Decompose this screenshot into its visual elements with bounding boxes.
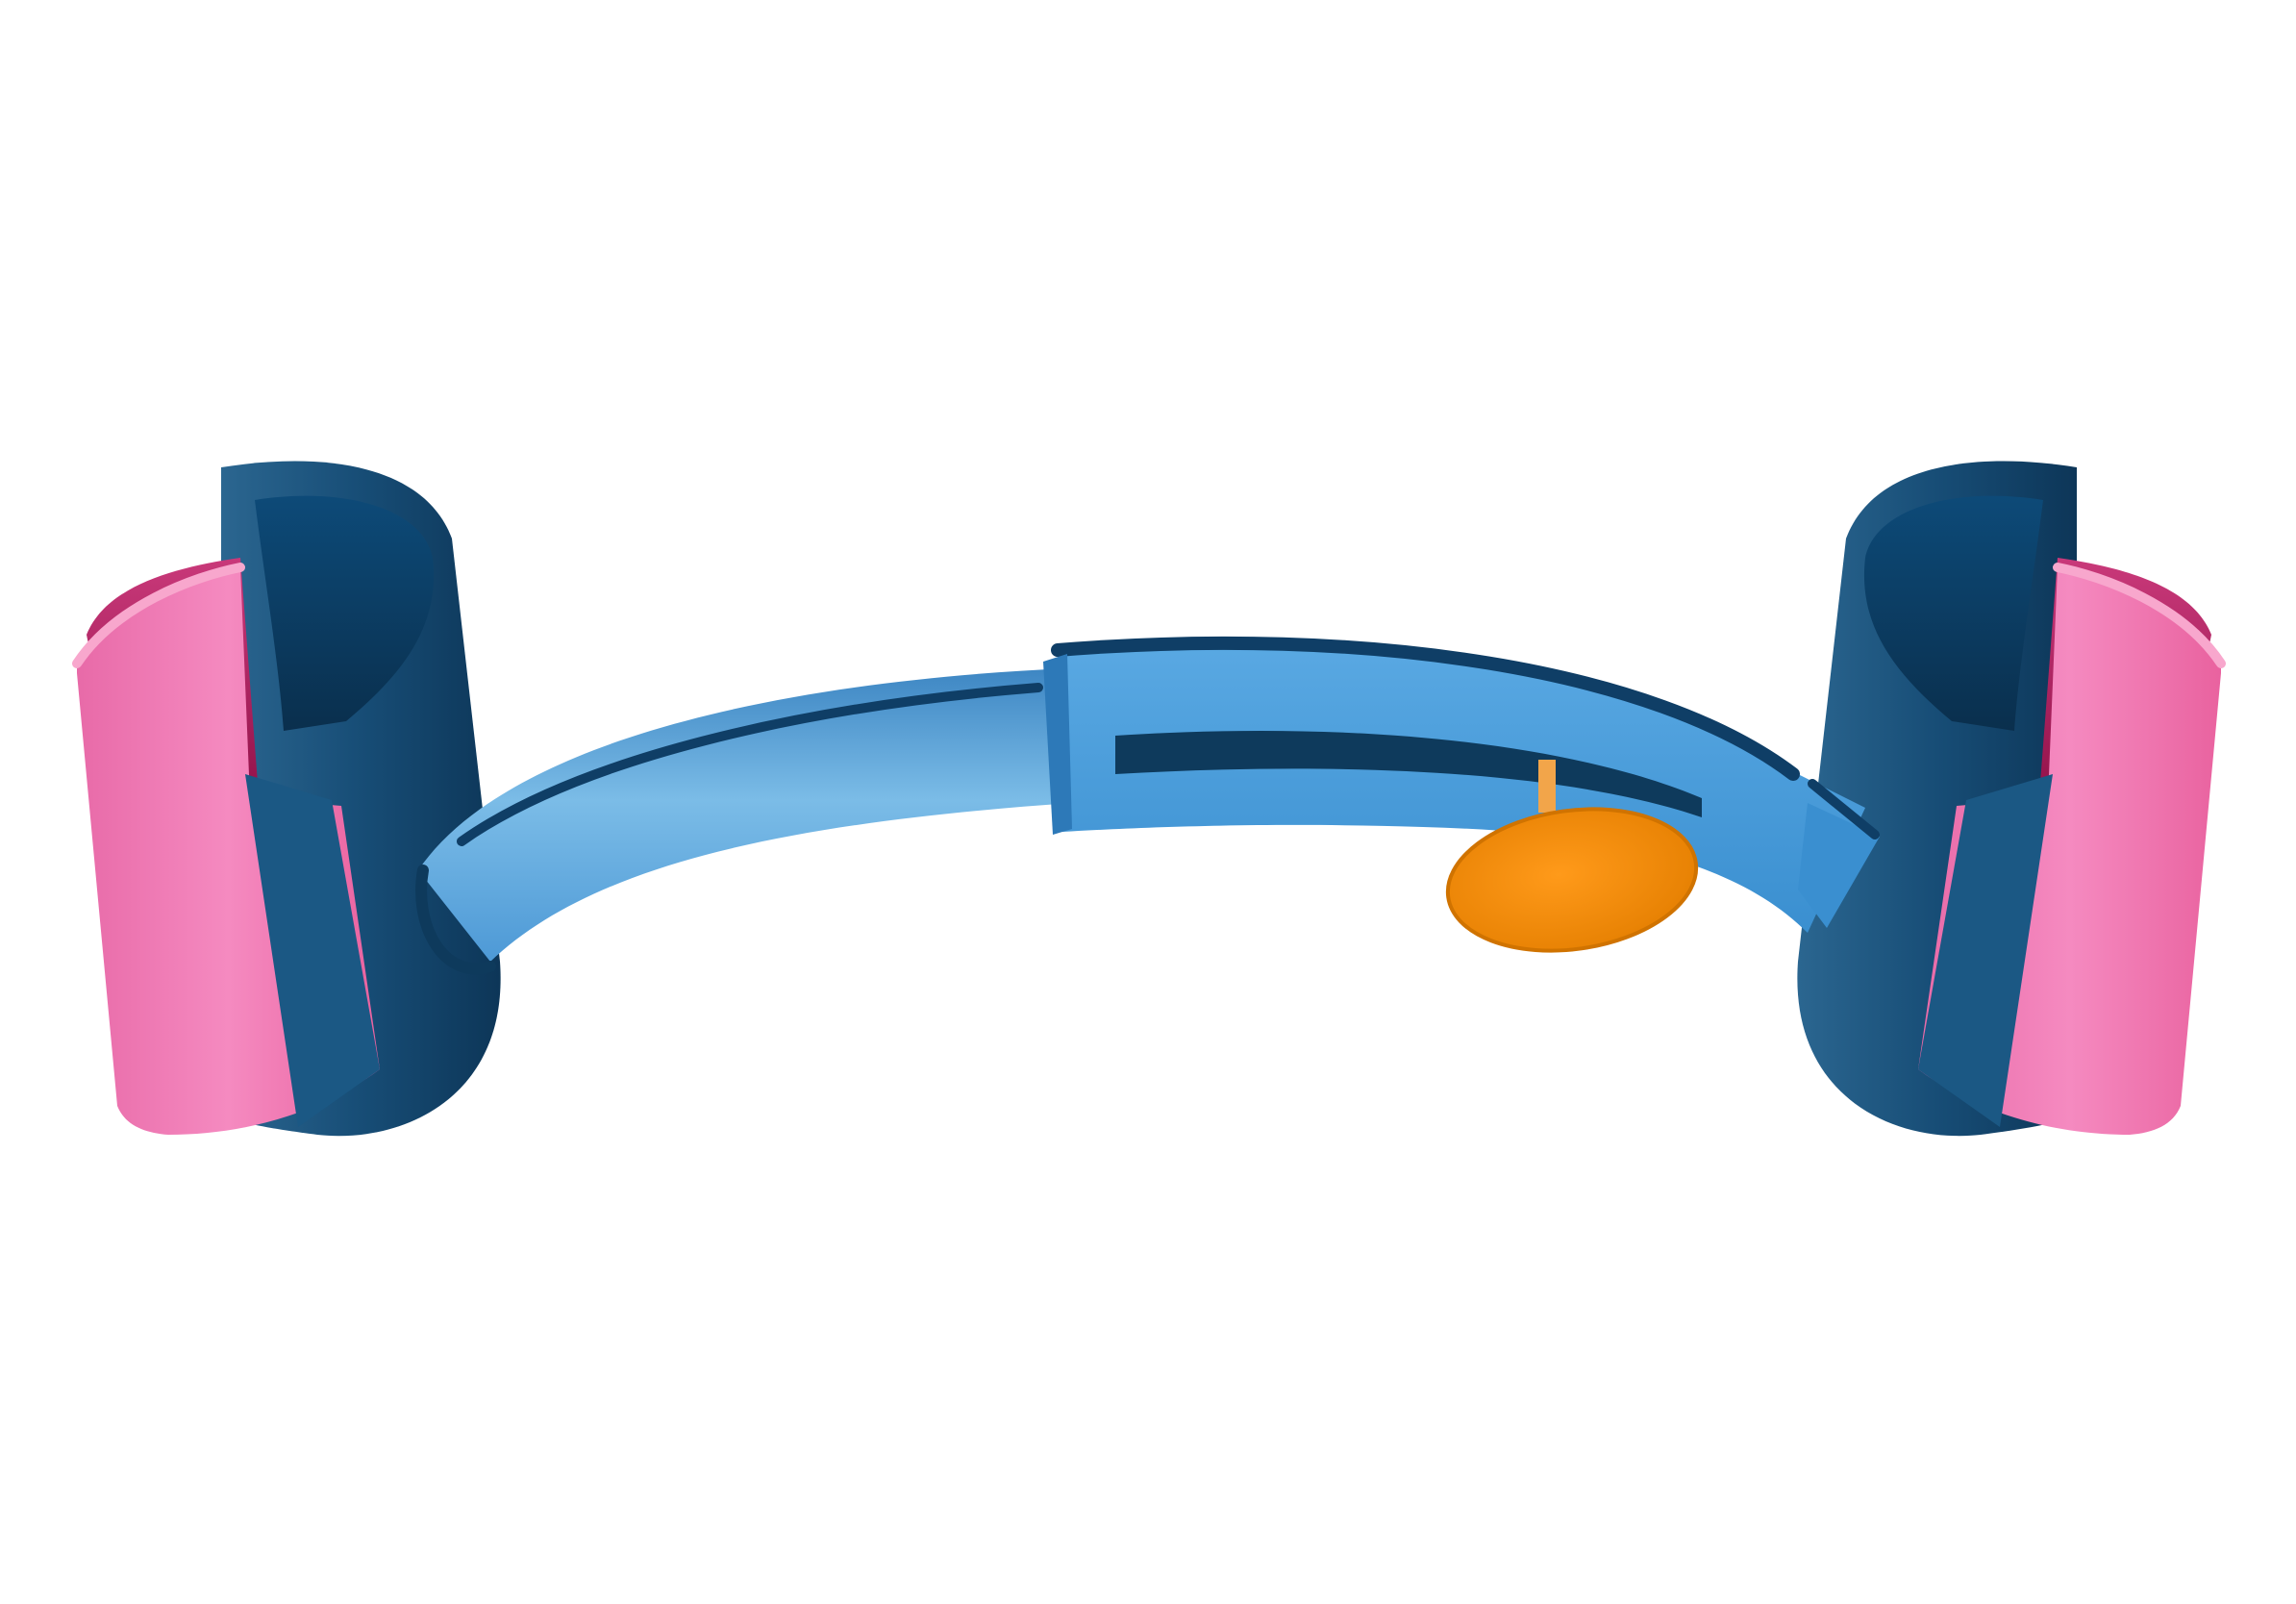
bar-sleeve-arrow-edge <box>1808 779 1880 840</box>
knob-head <box>1445 807 1699 953</box>
right-cuff-navy-flap <box>1918 774 2053 1127</box>
bar-top-stripe <box>457 683 1043 846</box>
bar-left-edge <box>415 865 496 975</box>
left-cuff[interactable] <box>72 461 501 1137</box>
right-cuff-navy-opening <box>1863 495 2043 731</box>
curved-connecting-bar[interactable] <box>415 636 1880 975</box>
left-cuff-pink-rim <box>72 563 245 668</box>
bar-sleeve-arrow <box>1798 803 1880 928</box>
bar-slot <box>1115 730 1702 817</box>
left-cuff-navy-opening <box>255 495 435 731</box>
bar-main-tube <box>418 668 1072 962</box>
right-cuff[interactable] <box>1797 461 2226 1137</box>
left-cuff-navy-flap <box>245 774 380 1127</box>
right-cuff-pink-rim <box>2053 563 2226 668</box>
bar-sleeve-end-cap <box>1043 654 1072 835</box>
knob-stem <box>1538 760 1556 813</box>
adjustment-knob[interactable] <box>1438 760 1706 965</box>
bar-sleeve-top-border <box>1051 636 1800 781</box>
